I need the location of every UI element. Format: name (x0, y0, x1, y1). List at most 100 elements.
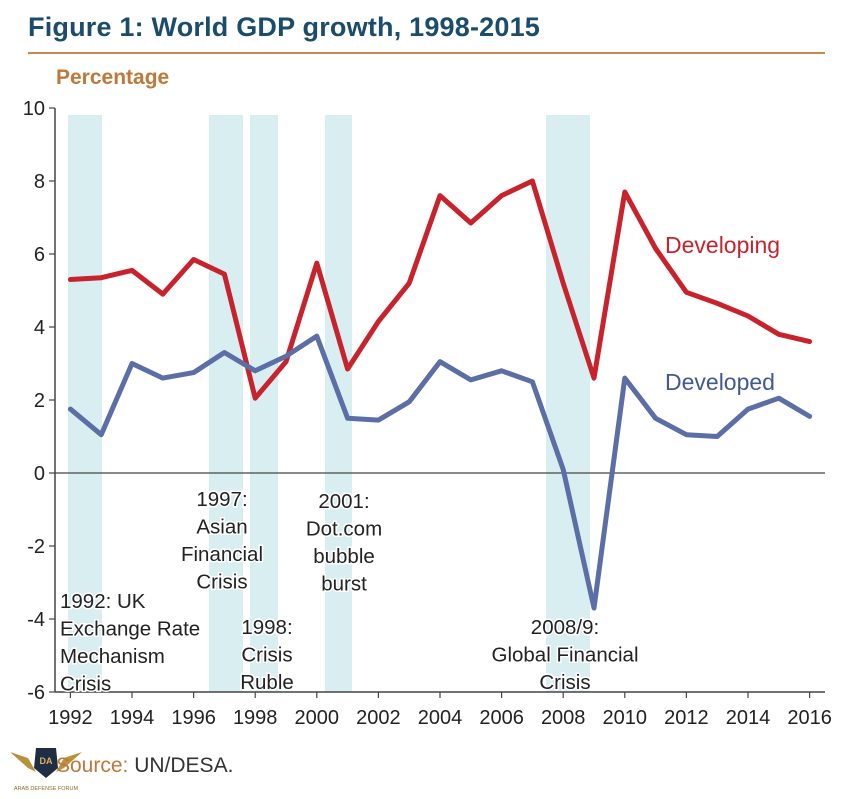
crisis-annotation-line: Global Financial (492, 644, 639, 667)
developing-data-point (501, 195, 503, 197)
developed-data-point (162, 377, 164, 379)
developed-data-point (501, 370, 503, 372)
y-tick-label: 0 (34, 463, 45, 485)
crisis-annotation-line: Mechanism (60, 645, 165, 668)
developing-data-point (223, 273, 225, 275)
crisis-annotation-line: Exchange Rate (60, 618, 200, 641)
crisis-band-3 (325, 115, 352, 692)
crisis-band-4 (546, 115, 590, 692)
developing-data-point (439, 195, 441, 197)
developed-data-point (470, 379, 472, 381)
y-tick-label: 8 (34, 171, 45, 193)
x-tick-label: 2016 (787, 707, 832, 729)
developing-data-point (347, 368, 349, 370)
developing-data-point (747, 315, 749, 317)
x-tick-label: 2008 (541, 707, 586, 729)
developed-data-point (655, 417, 657, 419)
x-tick-label: 2002 (356, 707, 401, 729)
developing-data-point (377, 321, 379, 323)
developed-data-point (778, 397, 780, 399)
developed-data-point (131, 363, 133, 364)
source-note: Source: UN/DESA. (56, 754, 233, 778)
y-tick-label: 10 (23, 98, 45, 120)
developed-data-point (193, 372, 195, 374)
crisis-band-1 (209, 115, 243, 692)
crisis-annotation-line: Asian (196, 516, 247, 539)
developed-data-point (531, 381, 533, 383)
developing-data-point (593, 377, 595, 379)
developing-data-point (685, 291, 687, 293)
crisis-band-2 (250, 115, 278, 692)
developed-data-point (408, 401, 410, 403)
source-text: UN/DESA. (134, 754, 234, 777)
crisis-annotation-line: Crisis (60, 673, 111, 696)
y-tick-label: 4 (34, 317, 45, 339)
developing-data-point (470, 222, 472, 224)
crisis-annotation-line: Crisis (196, 571, 247, 594)
developed-data-point (439, 361, 441, 363)
crisis-annotation-line: bubble (313, 545, 375, 568)
developed-data-point (316, 335, 318, 337)
developed-data-point (223, 352, 225, 354)
developed-data-point (716, 436, 718, 437)
x-tick-label: 1992 (48, 707, 93, 729)
y-tick-label: -2 (27, 536, 45, 558)
y-tick-label: -6 (27, 682, 45, 704)
developed-series-label: Developed (665, 369, 775, 395)
chart-title: Figure 1: World GDP growth, 1998-2015 (28, 12, 541, 42)
developed-data-point (685, 434, 687, 436)
developing-data-point (254, 397, 256, 399)
developing-data-point (69, 279, 71, 281)
source-label: Source: (56, 754, 129, 777)
x-tick-label: 1998 (233, 707, 278, 729)
developing-data-point (531, 180, 533, 182)
developing-data-point (285, 361, 287, 363)
developing-data-point (778, 333, 780, 335)
developed-data-point (809, 415, 811, 417)
developed-data-point (593, 607, 595, 609)
crisis-annotation-line: 2001: (318, 490, 369, 513)
crisis-annotation-line: 1992: UK (60, 590, 146, 613)
developing-data-point (408, 282, 410, 284)
x-tick-label: 2014 (726, 707, 771, 729)
developed-data-point (254, 370, 256, 372)
x-tick-label: 2010 (603, 707, 648, 729)
crisis-band-0 (68, 115, 102, 692)
developing-data-point (100, 277, 102, 279)
crisis-annotation-line: 1997: (196, 488, 247, 511)
y-tick-label: 6 (34, 244, 45, 266)
developed-data-point (747, 408, 749, 410)
developed-data-point (562, 468, 564, 470)
y-tick-label: -4 (27, 609, 45, 631)
developing-data-point (131, 269, 133, 271)
developed-data-point (347, 417, 349, 419)
crisis-annotation-line: Ruble (240, 671, 294, 694)
arab-defense-forum-logo-icon: DA ARAB DEFENSE FORUM (10, 748, 82, 792)
developing-series-label: Developing (665, 232, 780, 258)
developing-data-point (316, 262, 318, 264)
x-tick-label: 2006 (479, 707, 524, 729)
y-axis-label: Percentage (56, 66, 170, 89)
svg-text:DA: DA (40, 756, 53, 766)
crisis-annotation-line: Crisis (539, 671, 590, 694)
x-tick-label: 2000 (295, 707, 340, 729)
developed-data-point (377, 419, 379, 421)
developed-data-point (69, 408, 71, 410)
developing-data-point (562, 282, 564, 284)
developed-data-point (285, 355, 287, 357)
x-tick-label: 1994 (110, 707, 155, 729)
x-tick-label: 2012 (664, 707, 709, 729)
crisis-annotation-line: 1998: (241, 616, 292, 639)
title-divider (28, 52, 825, 54)
developing-data-point (624, 191, 626, 193)
developing-data-point (809, 341, 811, 343)
developing-data-point (193, 258, 195, 260)
y-tick-label: 2 (34, 390, 45, 412)
developing-data-point (716, 302, 718, 304)
x-tick-label: 1996 (171, 707, 216, 729)
logo-caption: ARAB DEFENSE FORUM (14, 786, 79, 792)
developed-data-point (624, 377, 626, 379)
crisis-annotation-line: Dot.com (306, 518, 382, 541)
crisis-annotation-line: Financial (181, 543, 263, 566)
